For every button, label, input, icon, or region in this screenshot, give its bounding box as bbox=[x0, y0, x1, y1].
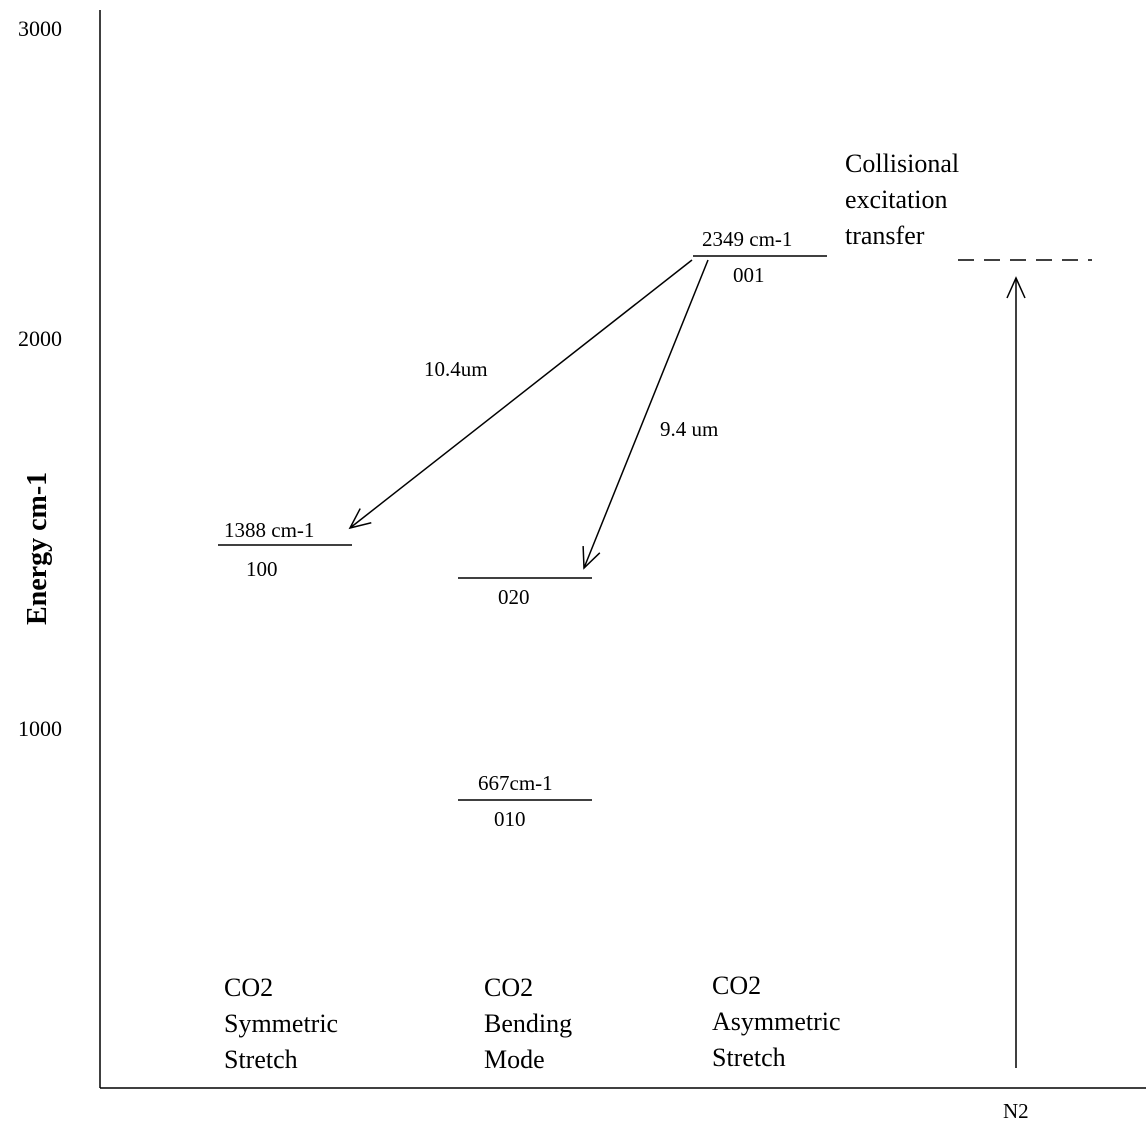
level-020-state: 020 bbox=[498, 585, 530, 609]
mode-symmetric-line2: Symmetric bbox=[224, 1009, 338, 1038]
level-001-energy: 2349 cm-1 bbox=[702, 227, 792, 251]
mode-symmetric-line3: Stretch bbox=[224, 1045, 298, 1074]
y-tick-1000: 1000 bbox=[18, 716, 62, 741]
y-tick-2000: 2000 bbox=[18, 326, 62, 351]
level-001-state: 001 bbox=[733, 263, 765, 287]
y-axis-title: Energy cm-1 bbox=[22, 472, 53, 625]
mode-bending-line1: CO2 bbox=[484, 973, 533, 1002]
collision-label-line3: transfer bbox=[845, 221, 925, 250]
transition-10um-label: 10.4um bbox=[424, 357, 488, 381]
mode-bending-line3: Mode bbox=[484, 1045, 545, 1074]
mode-asymmetric-line2: Asymmetric bbox=[712, 1007, 841, 1036]
collision-label-line1: Collisional bbox=[845, 149, 959, 178]
level-100-state: 100 bbox=[246, 557, 278, 581]
mode-symmetric-line1: CO2 bbox=[224, 973, 273, 1002]
transition-9um-arrow bbox=[582, 259, 709, 570]
level-010-state: 010 bbox=[494, 807, 526, 831]
mode-asymmetric-line3: Stretch bbox=[712, 1043, 786, 1072]
level-010-energy: 667cm-1 bbox=[478, 771, 553, 795]
mode-bending-line2: Bending bbox=[484, 1009, 572, 1038]
y-tick-3000: 3000 bbox=[18, 16, 62, 41]
x-category-n2: N2 bbox=[1003, 1099, 1029, 1123]
transition-10um-arrow bbox=[348, 259, 693, 530]
mode-asymmetric-line1: CO2 bbox=[712, 971, 761, 1000]
transition-9um-label: 9.4 um bbox=[660, 417, 718, 441]
level-100-energy: 1388 cm-1 bbox=[224, 518, 314, 542]
collision-label-line2: excitation bbox=[845, 185, 948, 214]
